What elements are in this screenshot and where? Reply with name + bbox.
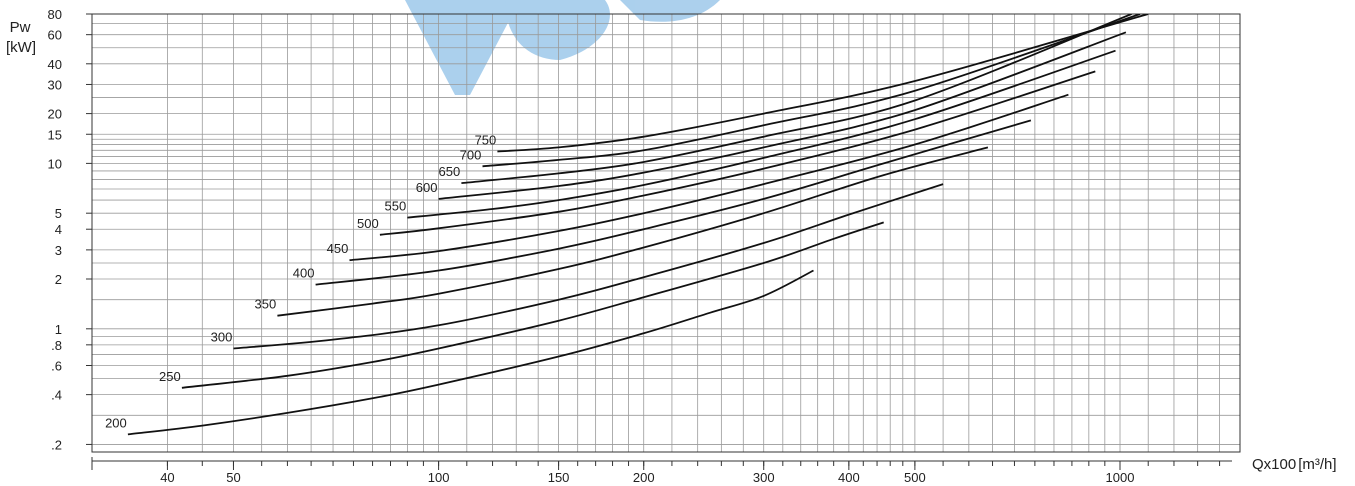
curve-label-250: 250 bbox=[159, 369, 181, 384]
curve-750 bbox=[497, 14, 1149, 153]
y-tick-label: 3 bbox=[55, 243, 62, 258]
curve-400 bbox=[315, 119, 1032, 286]
y-tick-label: 80 bbox=[48, 7, 62, 22]
y-tick-label: 20 bbox=[48, 107, 62, 122]
x-tick-label: 100 bbox=[428, 470, 450, 485]
x-axis: 40 50 100 150 200 300 400 500 1000 bbox=[91, 457, 1232, 485]
curve-label-300: 300 bbox=[211, 330, 233, 345]
x-tick-label: 150 bbox=[548, 470, 570, 485]
curve-300 bbox=[233, 183, 944, 350]
y-tick-label: 2 bbox=[55, 272, 62, 287]
curve-label-350: 350 bbox=[255, 297, 277, 312]
curve-600 bbox=[438, 31, 1127, 200]
curve-label-550: 550 bbox=[385, 199, 407, 214]
y-axis-ticks: .2 .4 .6 .81 2 3 45 10 15 20 30 40 60 80 bbox=[48, 7, 92, 452]
x-axis-label: Qx100 [m³/h] bbox=[1252, 456, 1337, 473]
y-tick-label: .4 bbox=[51, 388, 62, 403]
plot-area-frame bbox=[91, 13, 1241, 453]
y-tick-label: 60 bbox=[48, 28, 62, 43]
curve-label-200: 200 bbox=[105, 415, 127, 430]
curve-label-700: 700 bbox=[460, 147, 482, 162]
x-tick-label: 50 bbox=[226, 470, 240, 485]
chart-grid bbox=[92, 13, 1240, 452]
y-tick-label: 5 bbox=[55, 206, 62, 221]
curve-350 bbox=[277, 146, 989, 317]
y-tick-label: 4 bbox=[55, 222, 62, 237]
x-tick-label: 400 bbox=[838, 470, 860, 485]
curve-label-500: 500 bbox=[357, 216, 379, 231]
x-tick-label: 1000 bbox=[1106, 470, 1135, 485]
curve-450 bbox=[349, 93, 1069, 262]
y-tick-label: .2 bbox=[51, 437, 62, 452]
curve-700 bbox=[482, 14, 1141, 168]
x-axis-label-text: Qx100 bbox=[1252, 456, 1296, 473]
y-tick-label: 10 bbox=[48, 156, 62, 171]
x-tick-label: 40 bbox=[160, 470, 174, 485]
x-tick-label: 300 bbox=[753, 470, 775, 485]
y-axis-unit: [kW] bbox=[6, 39, 36, 56]
curve-200 bbox=[127, 269, 814, 436]
curve-650 bbox=[461, 14, 1132, 184]
y-tick-label: .8 bbox=[51, 338, 62, 353]
curve-250 bbox=[181, 221, 884, 389]
curve-label-600: 600 bbox=[416, 180, 438, 195]
curve-label-750: 750 bbox=[475, 132, 497, 147]
y-axis-label: Pw bbox=[10, 19, 31, 36]
y-tick-label: 1 bbox=[55, 322, 62, 337]
curve-label-650: 650 bbox=[439, 164, 461, 179]
y-tick-label: 40 bbox=[48, 57, 62, 72]
curve-label-400: 400 bbox=[293, 266, 315, 281]
x-axis-unit: [m³/h] bbox=[1298, 456, 1336, 473]
curve-label-450: 450 bbox=[327, 241, 349, 256]
x-tick-label: 500 bbox=[904, 470, 926, 485]
y-tick-label: .6 bbox=[51, 359, 62, 374]
curve-500 bbox=[379, 70, 1096, 236]
y-tick-label: 30 bbox=[48, 77, 62, 92]
y-tick-label: 15 bbox=[48, 127, 62, 142]
curve-550 bbox=[407, 49, 1116, 219]
x-tick-label: 200 bbox=[633, 470, 655, 485]
